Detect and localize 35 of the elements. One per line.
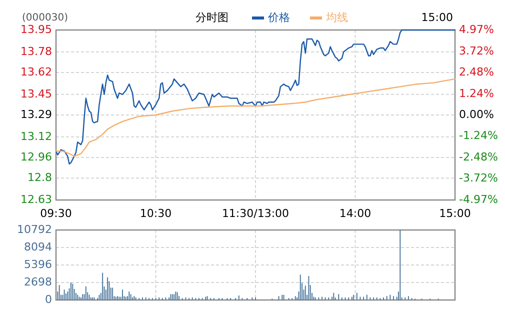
y-tick-label: 13.29: [20, 108, 52, 122]
y2-tick-label: 4.97%: [459, 23, 494, 36]
y2-tick-label: 2.48%: [459, 66, 494, 79]
x-tick-label: 09:30: [40, 207, 72, 220]
y-tick-label: 0: [45, 293, 52, 306]
y2-tick-label: -1.24%: [459, 129, 498, 142]
line-series: [55, 78, 456, 157]
y-tick-label: 8094: [24, 240, 52, 254]
x-tick-label: 15:00: [439, 207, 471, 220]
y2-tick-label: 0.00%: [459, 108, 494, 122]
y2-tick-label: 1.24%: [459, 86, 494, 100]
y-tick-label: 13.78: [20, 44, 52, 58]
y2-tick-label: -4.97%: [459, 193, 498, 206]
chart-title: (000030): [22, 12, 68, 24]
y-tick-label: 12.96: [20, 150, 52, 164]
line-series: [55, 29, 456, 165]
y2-tick-label: -3.72%: [459, 172, 498, 185]
y-tick-label: 13.95: [20, 23, 52, 36]
legend-label: 价格: [267, 11, 290, 24]
y-tick-label: 5396: [24, 258, 52, 272]
text: 15:00: [421, 11, 453, 24]
y2-tick-label: -2.48%: [459, 150, 498, 164]
x-tick-label: 14:00: [339, 207, 372, 220]
y-tick-label: 13.45: [20, 87, 52, 100]
y2-tick-label: 3.72%: [459, 44, 494, 58]
y-tick-label: 12.8: [28, 171, 52, 184]
x-tick-label: 10:30: [140, 207, 172, 220]
y-tick-label: 10792: [17, 223, 52, 236]
y-tick-label: 2698: [24, 276, 52, 289]
y-tick-label: 13.12: [20, 130, 52, 143]
y-tick-label: 13.62: [20, 66, 52, 79]
legend-label: 均线: [325, 11, 348, 24]
x-tick-label: 11:30/13:00: [222, 207, 290, 220]
y-tick-label: 12.63: [20, 193, 52, 206]
chart-subtitle: 分时图: [196, 11, 228, 24]
